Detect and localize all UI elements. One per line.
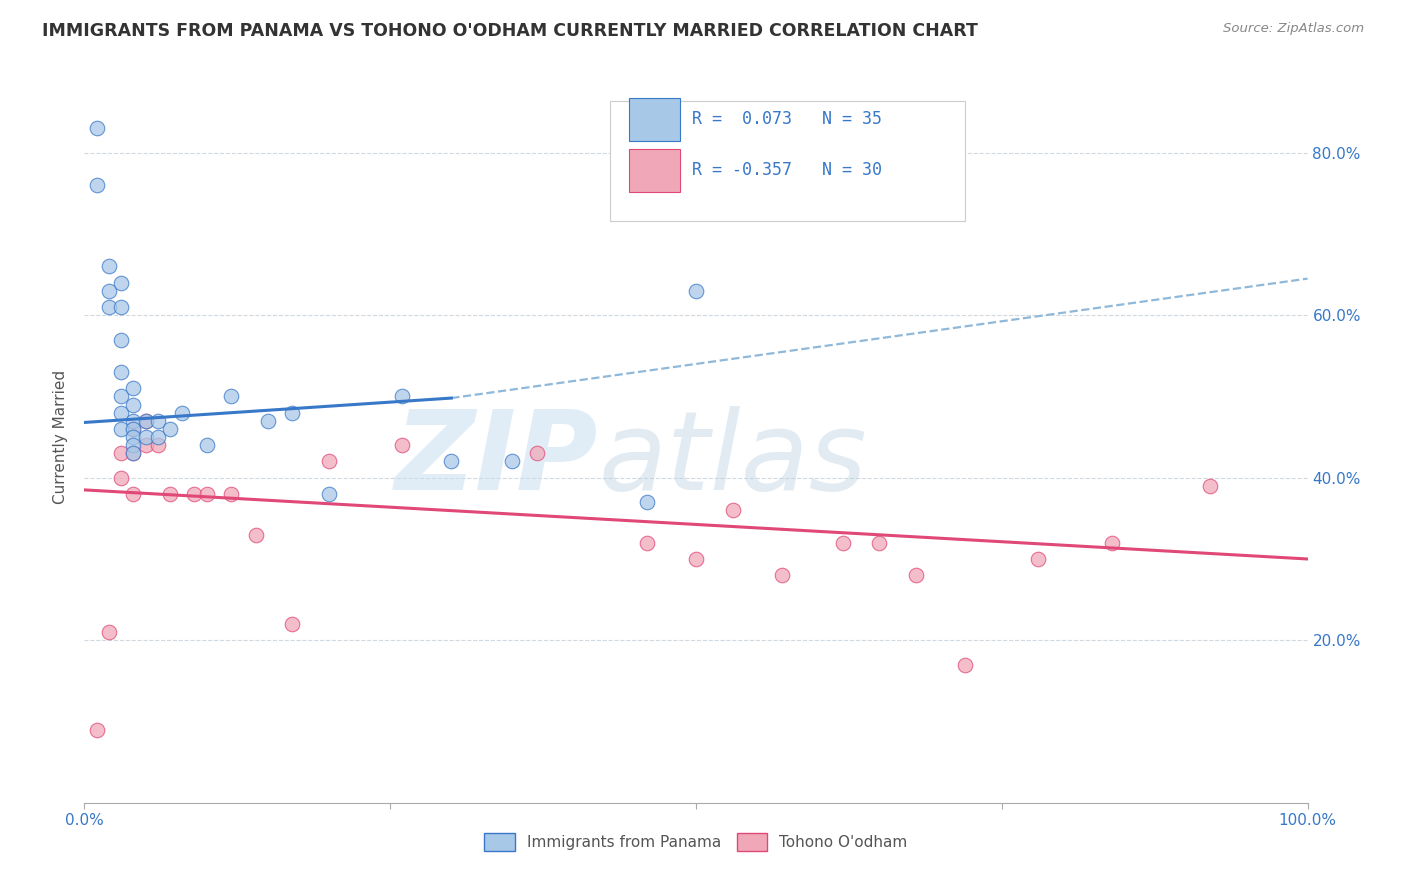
Point (122, 487, 145, 501)
Point (122, 430, 145, 444)
Point (122, 446, 145, 460)
Legend: Immigrants from Panama, Tohono O'odham: Immigrants from Panama, Tohono O'odham (478, 827, 914, 857)
Point (953, 657, 976, 672)
Point (97, 625, 120, 640)
Point (97, 260, 120, 274)
Point (1198, 479, 1220, 493)
Point (257, 414, 280, 428)
Point (391, 438, 413, 452)
Point (1028, 552, 1050, 566)
Point (122, 422, 145, 436)
Point (195, 487, 218, 501)
Point (685, 552, 707, 566)
Point (721, 503, 744, 517)
Point (502, 454, 524, 468)
Point (110, 422, 132, 436)
Text: IMMIGRANTS FROM PANAMA VS TOHONO O'ODHAM CURRENTLY MARRIED CORRELATION CHART: IMMIGRANTS FROM PANAMA VS TOHONO O'ODHAM… (42, 22, 979, 40)
Text: R = -0.357   N = 30: R = -0.357 N = 30 (692, 161, 883, 179)
Point (391, 389, 413, 403)
Y-axis label: Currently Married: Currently Married (53, 370, 69, 504)
Point (146, 430, 169, 444)
Point (135, 438, 157, 452)
Point (159, 487, 181, 501)
Point (318, 487, 340, 501)
Point (122, 381, 145, 395)
FancyBboxPatch shape (628, 149, 681, 192)
Point (318, 454, 340, 468)
Point (219, 389, 242, 403)
Text: ZIP: ZIP (395, 406, 598, 513)
Point (122, 414, 145, 428)
Point (146, 438, 169, 452)
Point (86, 178, 108, 193)
Point (636, 535, 658, 549)
Point (526, 446, 548, 460)
Point (122, 398, 145, 412)
Point (281, 406, 304, 420)
Point (110, 406, 132, 420)
Point (122, 438, 145, 452)
Point (110, 300, 132, 314)
Point (440, 454, 463, 468)
Point (195, 438, 218, 452)
Point (110, 446, 132, 460)
Point (97, 300, 120, 314)
Point (905, 568, 928, 582)
Point (146, 414, 169, 428)
Point (135, 414, 157, 428)
Point (110, 365, 132, 379)
Point (183, 487, 205, 501)
Point (219, 487, 242, 501)
Point (636, 495, 658, 509)
Point (172, 406, 194, 420)
Point (245, 527, 267, 541)
Text: Source: ZipAtlas.com: Source: ZipAtlas.com (1223, 22, 1364, 36)
Text: atlas: atlas (598, 406, 866, 513)
Point (110, 471, 132, 485)
Point (110, 389, 132, 403)
Point (281, 617, 304, 632)
Point (97, 284, 120, 298)
Text: R =  0.073   N = 35: R = 0.073 N = 35 (692, 111, 883, 128)
Point (122, 422, 145, 436)
FancyBboxPatch shape (628, 98, 681, 141)
Point (159, 422, 181, 436)
Point (135, 430, 157, 444)
Point (86, 723, 108, 737)
Point (110, 276, 132, 290)
Point (1101, 535, 1123, 549)
Point (110, 333, 132, 347)
Point (135, 414, 157, 428)
Point (770, 568, 793, 582)
FancyBboxPatch shape (610, 101, 965, 221)
Point (869, 535, 891, 549)
Point (831, 535, 853, 549)
Point (86, 121, 108, 136)
Point (122, 446, 145, 460)
Point (685, 284, 707, 298)
